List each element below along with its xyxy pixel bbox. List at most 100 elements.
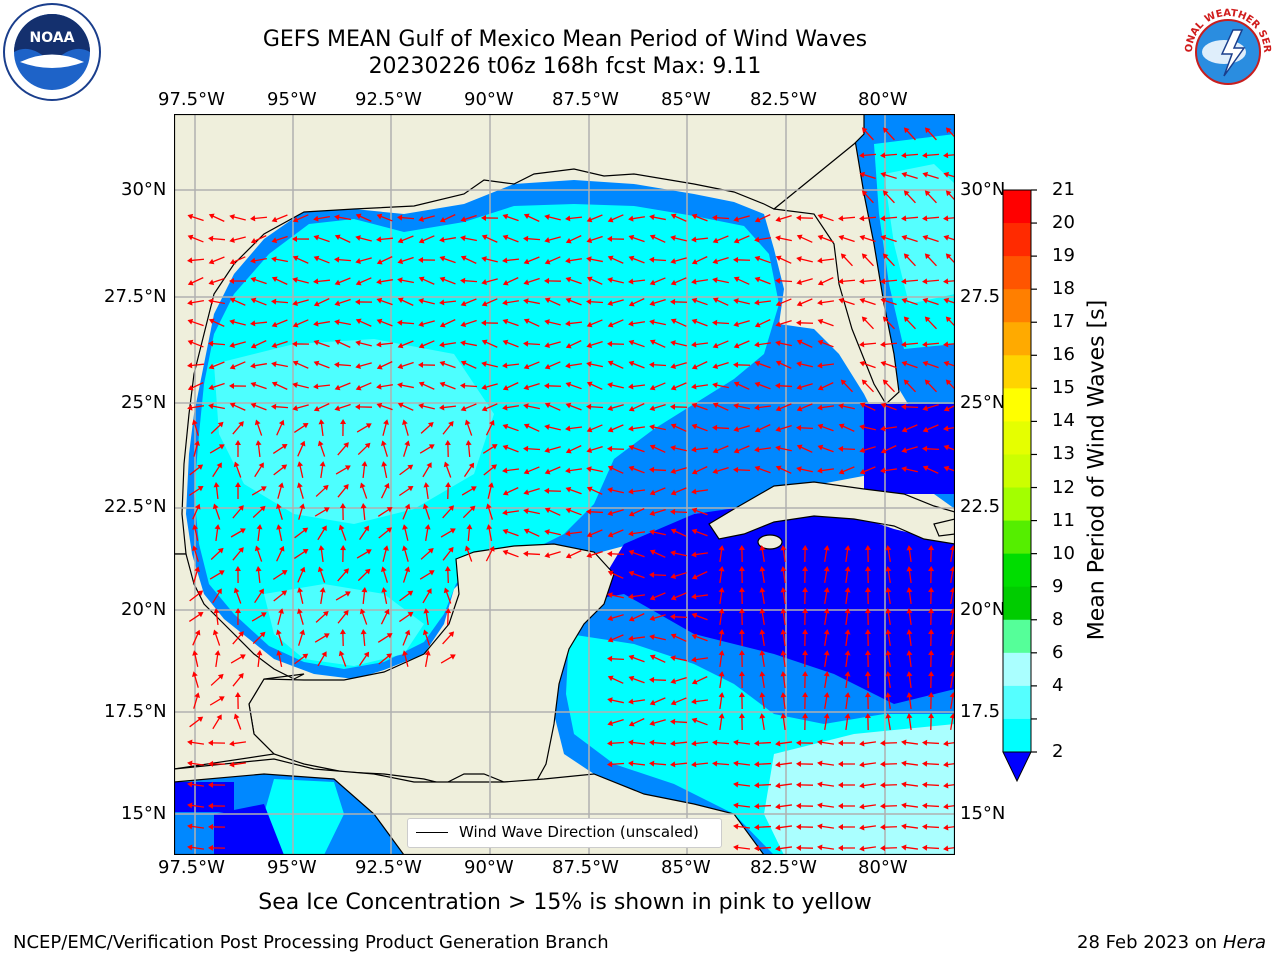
wave-direction-arrow [271, 298, 289, 305]
wave-direction-arrow [838, 403, 855, 410]
wave-direction-arrow [565, 235, 582, 244]
wave-direction-arrow [859, 278, 877, 285]
wave-direction-arrow [607, 319, 624, 328]
wave-direction-arrow [649, 466, 667, 473]
wave-direction-arrow [460, 403, 477, 412]
wave-direction-arrow [924, 253, 937, 267]
wave-direction-arrow [271, 361, 288, 368]
wave-direction-arrow [880, 445, 897, 454]
wave-direction-arrow [670, 403, 688, 410]
wave-direction-arrow [817, 823, 835, 830]
wave-direction-arrow [780, 545, 787, 563]
wave-direction-arrow [544, 551, 561, 559]
wave-direction-arrow [880, 824, 898, 831]
wave-direction-arrow [381, 587, 388, 604]
wave-direction-arrow [439, 214, 456, 223]
wave-direction-arrow [906, 629, 913, 647]
wave-direction-arrow [733, 361, 751, 368]
wave-direction-arrow [461, 486, 477, 496]
wave-direction-arrow [670, 445, 687, 452]
wave-direction-arrow [271, 381, 288, 390]
wave-direction-arrow [233, 461, 242, 478]
wave-direction-arrow [229, 402, 246, 411]
wave-direction-arrow [586, 403, 604, 410]
colorbar [1002, 189, 1037, 783]
wave-direction-arrow [402, 566, 411, 583]
wave-direction-arrow [906, 545, 913, 563]
wave-direction-arrow [485, 545, 495, 562]
wave-direction-arrow [487, 482, 494, 499]
wave-direction-arrow [838, 445, 856, 452]
wave-direction-arrow [502, 487, 519, 496]
wave-direction-arrow [880, 152, 898, 159]
wave-direction-arrow [733, 760, 751, 767]
wave-direction-arrow [880, 215, 898, 222]
wave-direction-arrow [738, 545, 745, 563]
wave-direction-arrow [586, 486, 603, 495]
wave-direction-arrow [397, 235, 414, 244]
footer-host: Hera [1222, 932, 1266, 953]
wave-direction-arrow [586, 340, 603, 349]
wave-direction-arrow [397, 402, 414, 411]
wave-direction-arrow [885, 608, 892, 625]
wave-direction-arrow [544, 507, 561, 516]
colorbar-tick-label: 11 [1052, 509, 1075, 531]
wave-direction-arrow [187, 823, 205, 830]
wave-direction-arrow [317, 525, 327, 541]
wave-direction-arrow [649, 697, 666, 706]
wave-direction-arrow [523, 528, 540, 537]
wave-direction-arrow [670, 592, 687, 601]
wave-direction-arrow [670, 508, 688, 515]
wave-direction-arrow [838, 844, 856, 851]
wave-direction-arrow [544, 214, 561, 221]
wave-direction-arrow [187, 234, 204, 243]
wave-direction-arrow [670, 467, 687, 475]
wave-direction-arrow [903, 127, 916, 141]
wave-direction-arrow [523, 235, 541, 242]
wave-direction-arrow [439, 276, 456, 285]
wave-direction-arrow [334, 339, 351, 348]
wave-direction-arrow [670, 362, 687, 369]
wave-direction-arrow [397, 214, 415, 221]
caribbean-deep-field [594, 504, 955, 734]
wave-direction-arrow [251, 486, 267, 496]
legend-label: Wind Wave Direction (unscaled) [459, 823, 699, 841]
wave-direction-arrow [780, 650, 787, 668]
wave-direction-arrow [838, 215, 856, 222]
wave-direction-arrow [419, 444, 435, 454]
wave-direction-arrow [738, 650, 745, 668]
wave-direction-arrow [901, 152, 919, 159]
wave-direction-arrow [691, 761, 709, 768]
wave-direction-arrow [502, 213, 519, 222]
wave-direction-arrow [859, 215, 877, 222]
wave-direction-arrow [586, 298, 604, 305]
wave-direction-arrow [318, 545, 325, 563]
wave-direction-arrow [903, 190, 916, 204]
wave-direction-arrow [817, 257, 835, 264]
wave-direction-arrow [670, 761, 688, 768]
wave-direction-arrow [276, 419, 285, 436]
wave-direction-arrow [208, 277, 225, 286]
wave-direction-arrow [315, 610, 329, 623]
wave-direction-arrow [229, 341, 246, 348]
wave-direction-arrow [922, 465, 939, 474]
colorbar-swatch [1003, 355, 1031, 389]
wave-direction-arrow [317, 566, 326, 583]
wave-direction-arrow [607, 761, 625, 768]
wave-direction-arrow [442, 546, 454, 561]
wave-direction-arrow [403, 440, 411, 457]
wave-direction-arrow [945, 127, 955, 141]
wave-direction-arrow [313, 215, 330, 222]
wave-direction-arrow [738, 629, 745, 647]
wave-direction-arrow [691, 488, 709, 495]
wave-direction-arrow [292, 404, 309, 411]
wave-direction-arrow [229, 761, 247, 768]
wave-direction-arrow [844, 629, 851, 647]
wave-direction-arrow [838, 423, 855, 432]
wave-direction-arrow [922, 802, 940, 809]
wave-direction-arrow [440, 654, 456, 664]
wave-direction-arrow [859, 740, 877, 747]
wave-direction-arrow [943, 341, 955, 348]
wave-direction-arrow [355, 382, 372, 391]
wave-direction-arrow [208, 760, 226, 767]
